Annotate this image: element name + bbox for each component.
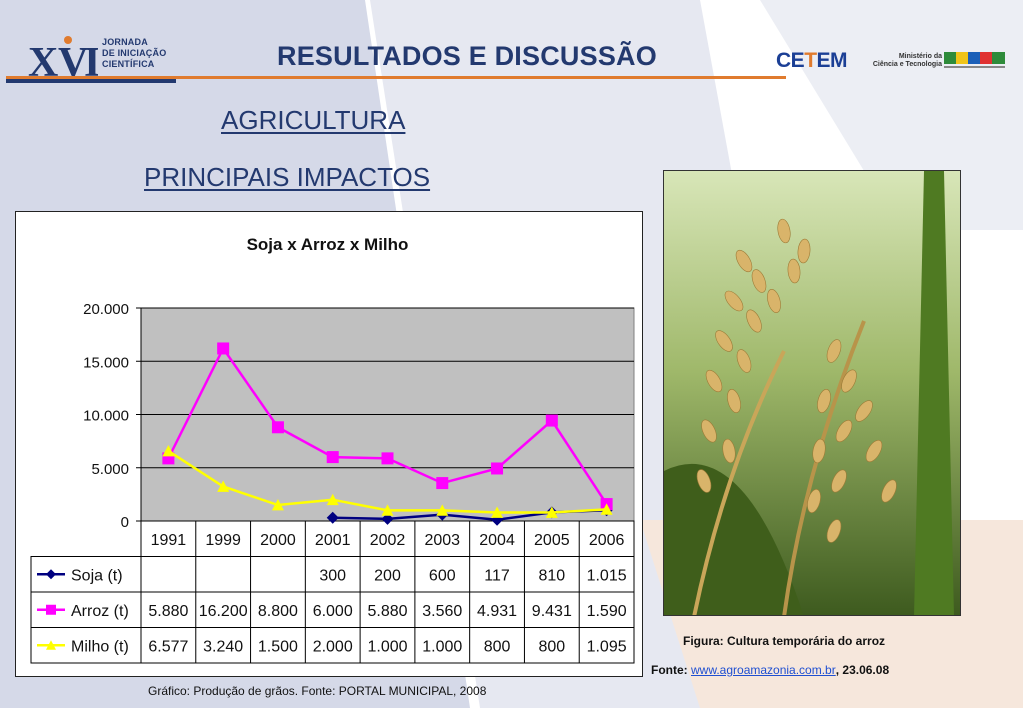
subtitle-principais-impactos: PRINCIPAIS IMPACTOS: [144, 162, 431, 192]
subtitle-agricultura: AGRICULTURA: [221, 105, 406, 135]
figure-caption: Figura: Cultura temporária do arroz: [683, 634, 886, 648]
svg-text:V: V: [58, 40, 88, 80]
y-tick-label: 0: [121, 514, 129, 531]
svg-text:X: X: [28, 40, 58, 80]
rice-photo: [663, 170, 961, 616]
xvi-logo-mark: X V I: [28, 36, 98, 80]
legend-label-2: Arroz (t): [71, 603, 129, 620]
data-table-cell: 5.880: [367, 603, 407, 620]
figure-source-link[interactable]: www.agroamazonia.com.br: [691, 663, 836, 677]
data-table-cell: 3.240: [203, 639, 243, 656]
data-table-cell: 3.560: [422, 603, 462, 620]
logo-line-1: JORNADA: [102, 37, 148, 47]
data-table-cell: 117: [484, 568, 510, 585]
data-table-cell: 16.200: [199, 603, 248, 620]
logo-line-2: DE INICIAÇÃO: [102, 48, 167, 58]
data-table-cell: 2.000: [313, 639, 353, 656]
data-point-3: [436, 504, 449, 516]
data-table-cell: 200: [374, 568, 401, 585]
y-tick-label: 10.000: [83, 408, 129, 425]
x-tick-label: 1999: [205, 532, 241, 549]
data-point-3: [162, 444, 175, 457]
data-table-cell: 1.000: [367, 639, 407, 656]
data-table-cell: 9.431: [532, 603, 572, 620]
data-table-cell: 800: [484, 639, 511, 656]
chart-container: Soja x Arroz x Milho 0 5.000 10.000 15.000 20…: [15, 211, 643, 677]
data-point-1: [381, 512, 394, 525]
svg-text:I: I: [84, 40, 98, 80]
figure-source: Fonte: www.agroamazonia.com.br, 23.06.08: [651, 663, 889, 677]
y-tick-label: 15.000: [83, 354, 129, 371]
data-point-2: [271, 421, 284, 434]
logo-line-3: CIENTÍFICA: [102, 59, 155, 69]
x-tick-label: 2006: [589, 532, 625, 549]
data-point-1: [326, 511, 339, 524]
data-point-3: [271, 499, 284, 511]
data-point-2: [381, 452, 394, 465]
y-tick-label: 5.000: [91, 461, 129, 478]
legend-marker-2: [46, 604, 56, 615]
data-table-cell: 1.095: [587, 639, 627, 656]
cetem-logo: CETEM: [776, 49, 848, 72]
x-tick-label: 2002: [370, 532, 406, 549]
header-divider-accent: [6, 79, 176, 83]
ministry-line-2: Ciência e Tecnologia: [872, 61, 942, 68]
data-point-1: [491, 513, 504, 526]
data-point-3: [491, 506, 504, 518]
data-table-cell: 1.000: [422, 639, 462, 656]
chart-title: Soja x Arroz x Milho: [247, 235, 409, 254]
data-point-3: [217, 480, 230, 492]
data-point-3: [600, 503, 613, 515]
data-table-cell: 1.590: [587, 603, 627, 620]
x-tick-label: 2001: [315, 532, 351, 549]
data-point-2: [217, 342, 230, 355]
data-table-cell: 1.500: [258, 639, 298, 656]
data-table-cell: 300: [319, 568, 346, 585]
data-table-cell: 1.015: [587, 568, 627, 585]
x-tick-label: 2004: [479, 532, 515, 549]
ministry-logo-text: Ministério da Ciência e Tecnologia: [866, 53, 942, 69]
legend-label-1: Soja (t): [71, 568, 123, 585]
table-series-row: [30, 627, 635, 664]
data-table-cell: 600: [429, 568, 456, 585]
data-table-cell: 810: [538, 568, 565, 585]
data-point-3: [381, 504, 394, 516]
data-table-cell: 6.577: [148, 639, 188, 656]
ministry-line-1: Ministério da: [898, 53, 942, 60]
figure-source-prefix: Fonte:: [651, 663, 691, 677]
header-divider: [6, 76, 786, 79]
data-point-2: [326, 451, 339, 464]
page-title: RESULTADOS E DISCUSSÃO: [277, 41, 657, 71]
legend-marker-3: [46, 640, 56, 650]
data-table-cell: 6.000: [313, 603, 353, 620]
data-table-cell: 4.931: [477, 603, 517, 620]
line-chart: Soja x Arroz x Milho 0 5.000 10.000 15.000 20…: [30, 235, 635, 664]
chart-caption: Gráfico: Produção de grãos. Fonte: PORTA…: [148, 684, 487, 698]
data-table-cell: 800: [538, 639, 565, 656]
data-point-2: [491, 462, 504, 475]
legend-label-3: Milho (t): [71, 639, 129, 656]
data-table-cell: 8.800: [258, 603, 298, 620]
y-tick-label: 20.000: [83, 301, 129, 318]
data-point-2: [436, 477, 449, 490]
figure-source-date: , 23.06.08: [835, 663, 890, 677]
data-point-3: [326, 493, 339, 506]
data-table-cell: 5.880: [148, 603, 188, 620]
x-tick-label: 2005: [534, 532, 570, 549]
x-tick-label: 2003: [424, 532, 460, 549]
x-tick-label: 2000: [260, 532, 296, 549]
data-point-3: [545, 506, 558, 518]
legend-marker-1: [46, 569, 56, 580]
logo-text: JORNADA DE INICIAÇÃO CIENTÍFICA: [102, 37, 166, 70]
x-tick-label: 1991: [151, 532, 187, 549]
data-point-2: [545, 414, 558, 427]
brasil-logo: [944, 52, 1005, 68]
